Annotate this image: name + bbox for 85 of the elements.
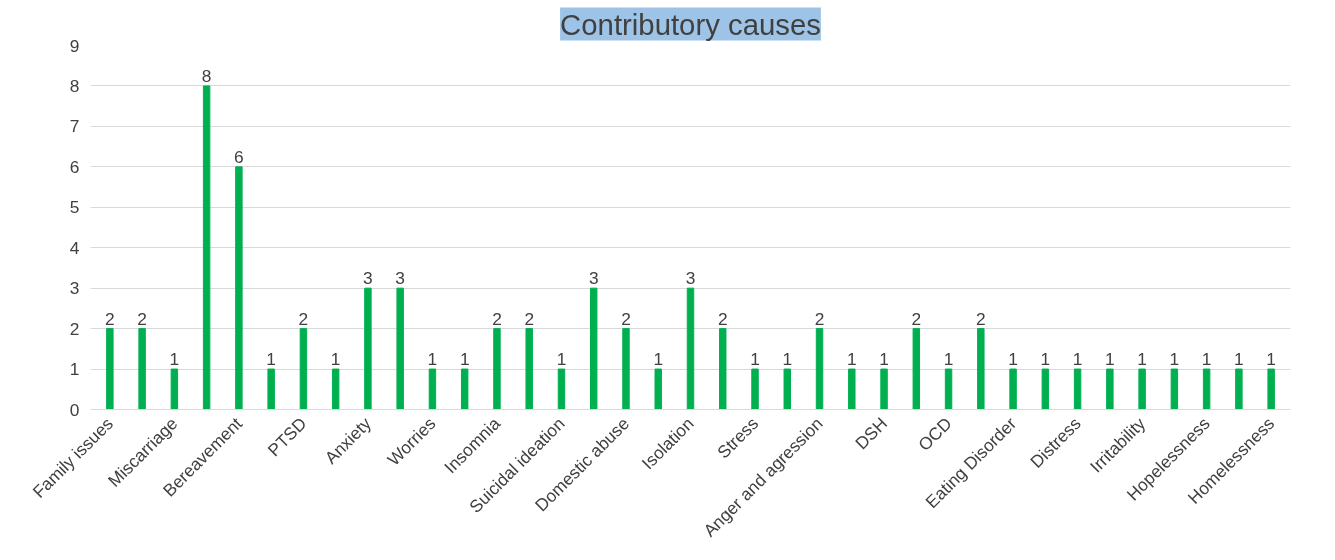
data-label: 8 bbox=[201, 65, 212, 86]
data-label: 1 bbox=[653, 349, 664, 370]
data-label: 2 bbox=[137, 308, 147, 329]
bar bbox=[1106, 368, 1114, 410]
bar bbox=[654, 368, 662, 410]
data-label: 1 bbox=[427, 349, 438, 370]
data-label: 2 bbox=[976, 308, 986, 329]
bar bbox=[622, 328, 630, 410]
data-label: 1 bbox=[1234, 349, 1244, 370]
data-label: 1 bbox=[266, 349, 276, 370]
y-tick-label: 4 bbox=[69, 237, 80, 258]
bar bbox=[202, 85, 211, 410]
bar bbox=[525, 328, 533, 410]
data-label: 2 bbox=[298, 308, 309, 329]
data-label: 1 bbox=[1169, 349, 1180, 370]
data-label: 1 bbox=[169, 349, 180, 370]
y-tick-label: 0 bbox=[69, 399, 80, 420]
bar bbox=[170, 368, 179, 410]
data-label: 2 bbox=[105, 308, 115, 329]
data-label: 1 bbox=[1008, 349, 1018, 370]
bar bbox=[1009, 368, 1017, 410]
data-label: 2 bbox=[524, 308, 535, 329]
bar bbox=[267, 368, 275, 410]
bar bbox=[138, 328, 146, 410]
y-tick-label: 9 bbox=[69, 35, 80, 56]
bar bbox=[460, 368, 469, 410]
data-label: 2 bbox=[911, 308, 922, 329]
bar bbox=[235, 166, 243, 410]
bar bbox=[880, 368, 888, 410]
data-label: 1 bbox=[459, 349, 470, 370]
data-label: 3 bbox=[395, 268, 405, 289]
bar bbox=[1138, 368, 1146, 410]
bar bbox=[1041, 368, 1050, 410]
bar bbox=[428, 368, 437, 410]
bar bbox=[299, 328, 308, 410]
data-label: 1 bbox=[782, 349, 793, 370]
data-label: 1 bbox=[750, 349, 760, 370]
data-label: 6 bbox=[234, 146, 244, 167]
data-label: 3 bbox=[685, 268, 696, 289]
bar bbox=[396, 287, 404, 410]
bar bbox=[848, 368, 856, 410]
chart-title: Contributory causes bbox=[560, 7, 821, 41]
bar bbox=[815, 328, 824, 410]
data-label: 2 bbox=[814, 308, 825, 329]
data-label: 3 bbox=[588, 268, 599, 289]
data-label: 2 bbox=[621, 308, 631, 329]
data-label: 1 bbox=[846, 349, 857, 370]
data-label: 1 bbox=[556, 349, 567, 370]
bar bbox=[686, 287, 695, 410]
data-label: 1 bbox=[1137, 349, 1147, 370]
data-label: 1 bbox=[1201, 349, 1212, 370]
y-tick-label: 7 bbox=[69, 116, 80, 137]
y-tick-label: 2 bbox=[69, 318, 80, 339]
data-label: 2 bbox=[492, 308, 502, 329]
data-label: 1 bbox=[1105, 349, 1115, 370]
bar bbox=[590, 287, 598, 410]
bar bbox=[1267, 368, 1275, 410]
y-tick-label: 6 bbox=[69, 156, 80, 177]
y-tick-label: 8 bbox=[69, 75, 80, 96]
y-tick-label: 5 bbox=[69, 197, 80, 218]
bar bbox=[1170, 368, 1179, 410]
data-label: 3 bbox=[363, 268, 373, 289]
bar bbox=[493, 328, 501, 410]
bar bbox=[331, 368, 340, 410]
bar bbox=[944, 368, 953, 410]
bar bbox=[783, 368, 791, 410]
data-label: 1 bbox=[1040, 349, 1051, 370]
data-label: 1 bbox=[330, 349, 341, 370]
data-label: 1 bbox=[1266, 349, 1276, 370]
bar bbox=[364, 287, 372, 410]
bar bbox=[977, 328, 985, 410]
data-label: 1 bbox=[1072, 349, 1083, 370]
bar bbox=[719, 328, 727, 410]
bar bbox=[106, 328, 114, 410]
bar bbox=[1073, 368, 1082, 410]
y-tick-label: 3 bbox=[69, 278, 80, 299]
bar bbox=[1235, 368, 1243, 410]
bar bbox=[912, 328, 921, 410]
data-label: 1 bbox=[943, 349, 954, 370]
bar bbox=[751, 368, 759, 410]
y-tick-label: 1 bbox=[69, 359, 80, 380]
bar bbox=[557, 368, 566, 410]
data-label: 2 bbox=[717, 308, 728, 329]
data-label: 1 bbox=[879, 349, 889, 370]
bar bbox=[1202, 368, 1211, 410]
